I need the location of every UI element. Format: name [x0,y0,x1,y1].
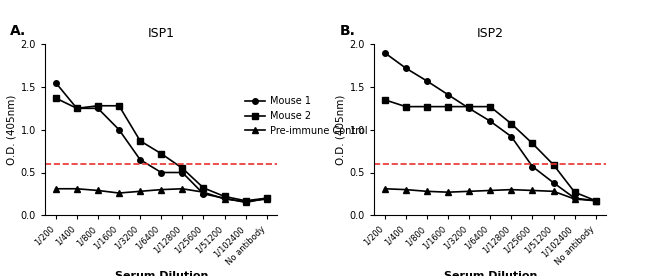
Line: Mouse 2: Mouse 2 [382,97,599,203]
Pre-immune Control [115,191,123,195]
Pre-immune Control [508,188,515,191]
Mouse 2 [444,105,452,108]
Pre-immune Control [263,197,271,201]
Pre-immune Control [94,189,102,192]
Mouse 2 [179,166,186,170]
Mouse 1 [402,67,410,70]
Mouse 1 [221,197,228,200]
Pre-immune Control [592,199,600,202]
Mouse 1 [381,51,388,54]
Pre-immune Control [136,190,144,193]
Mouse 2 [115,104,123,107]
Mouse 1 [242,201,250,204]
Pre-immune Control [73,187,81,190]
Mouse 1 [571,197,579,200]
Mouse 2 [221,195,228,198]
Pre-immune Control [221,197,228,201]
Mouse 1 [94,107,102,110]
Legend: Mouse 1, Mouse 2, Pre-immune Control: Mouse 1, Mouse 2, Pre-immune Control [245,96,368,136]
Pre-immune Control [402,188,410,191]
Pre-immune Control [199,190,207,194]
Mouse 1 [52,81,59,84]
Line: Mouse 2: Mouse 2 [53,95,270,203]
Mouse 1 [263,197,271,200]
Pre-immune Control [52,187,59,190]
Pre-immune Control [486,189,494,192]
Pre-immune Control [179,187,186,190]
Pre-immune Control [571,197,579,201]
Mouse 1 [199,192,207,195]
Mouse 2 [550,163,557,166]
Line: Pre-immune Control: Pre-immune Control [382,186,599,203]
Mouse 1 [73,107,81,110]
X-axis label: Serum Dilution: Serum Dilution [115,271,208,276]
Line: Mouse 1: Mouse 1 [53,80,270,205]
Mouse 1 [508,135,515,138]
Y-axis label: O.D. (405nm): O.D. (405nm) [6,95,17,165]
Y-axis label: O.D. (405nm): O.D. (405nm) [335,95,346,165]
Mouse 1 [423,79,431,83]
Pre-immune Control [550,190,557,193]
Mouse 2 [571,190,579,194]
Mouse 2 [263,197,271,200]
Mouse 2 [199,186,207,190]
Mouse 2 [592,199,600,202]
Mouse 1 [465,107,473,110]
Mouse 2 [423,105,431,108]
Mouse 1 [592,199,600,202]
Mouse 2 [52,96,59,100]
Mouse 1 [136,158,144,161]
Line: Pre-immune Control: Pre-immune Control [53,186,270,204]
Pre-immune Control [381,187,388,190]
Mouse 2 [528,142,536,145]
Pre-immune Control [242,200,250,203]
Text: B.: B. [339,24,355,38]
Pre-immune Control [465,190,473,193]
Mouse 2 [402,105,410,108]
Pre-immune Control [444,190,452,194]
Pre-immune Control [157,188,165,191]
Title: ISP2: ISP2 [477,27,504,40]
Mouse 1 [179,171,186,174]
X-axis label: Serum Dilution: Serum Dilution [444,271,537,276]
Mouse 1 [157,171,165,174]
Mouse 2 [381,98,388,102]
Title: ISP1: ISP1 [148,27,175,40]
Mouse 1 [444,93,452,96]
Pre-immune Control [423,190,431,193]
Mouse 2 [242,199,250,202]
Line: Mouse 1: Mouse 1 [382,50,599,203]
Mouse 2 [157,152,165,155]
Mouse 1 [528,165,536,168]
Text: A.: A. [10,24,26,38]
Mouse 2 [508,122,515,125]
Mouse 2 [94,104,102,107]
Mouse 2 [73,107,81,110]
Mouse 2 [136,139,144,142]
Mouse 1 [115,128,123,131]
Mouse 1 [486,120,494,123]
Mouse 2 [486,105,494,108]
Mouse 2 [465,105,473,108]
Mouse 1 [550,181,557,184]
Pre-immune Control [528,189,536,192]
